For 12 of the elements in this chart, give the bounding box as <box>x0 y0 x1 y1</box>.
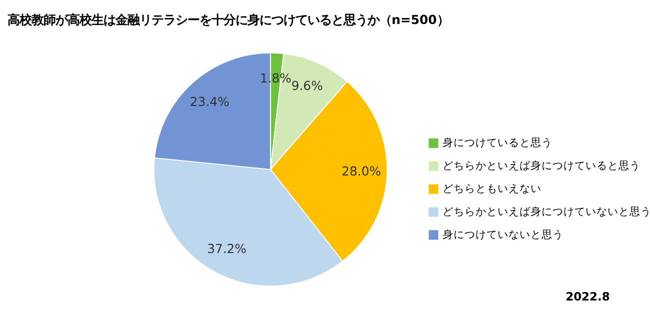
data-label: 9.6% <box>291 78 324 94</box>
text: 2022.8 <box>566 289 610 304</box>
legend-label: 身につけていると思う <box>442 137 553 150</box>
legend-label: どちらかといえば身につけていないと思う <box>442 206 650 218</box>
legend-label: どちらかといえば身につけていると思う <box>442 160 641 172</box>
data-label: 28.0% <box>342 164 382 179</box>
legend-label: 身につけていないと思う <box>442 228 564 241</box>
data-label: 37.2% <box>207 240 247 256</box>
data-label: 1.8% <box>260 70 292 86</box>
legend-label: どちらともいえない <box>442 182 542 195</box>
chart-title: 高校教師が高校生は金融リテラシーを十分に身につけていると思うか（n=500） <box>8 12 449 28</box>
data-label: 23.4% <box>190 94 230 109</box>
